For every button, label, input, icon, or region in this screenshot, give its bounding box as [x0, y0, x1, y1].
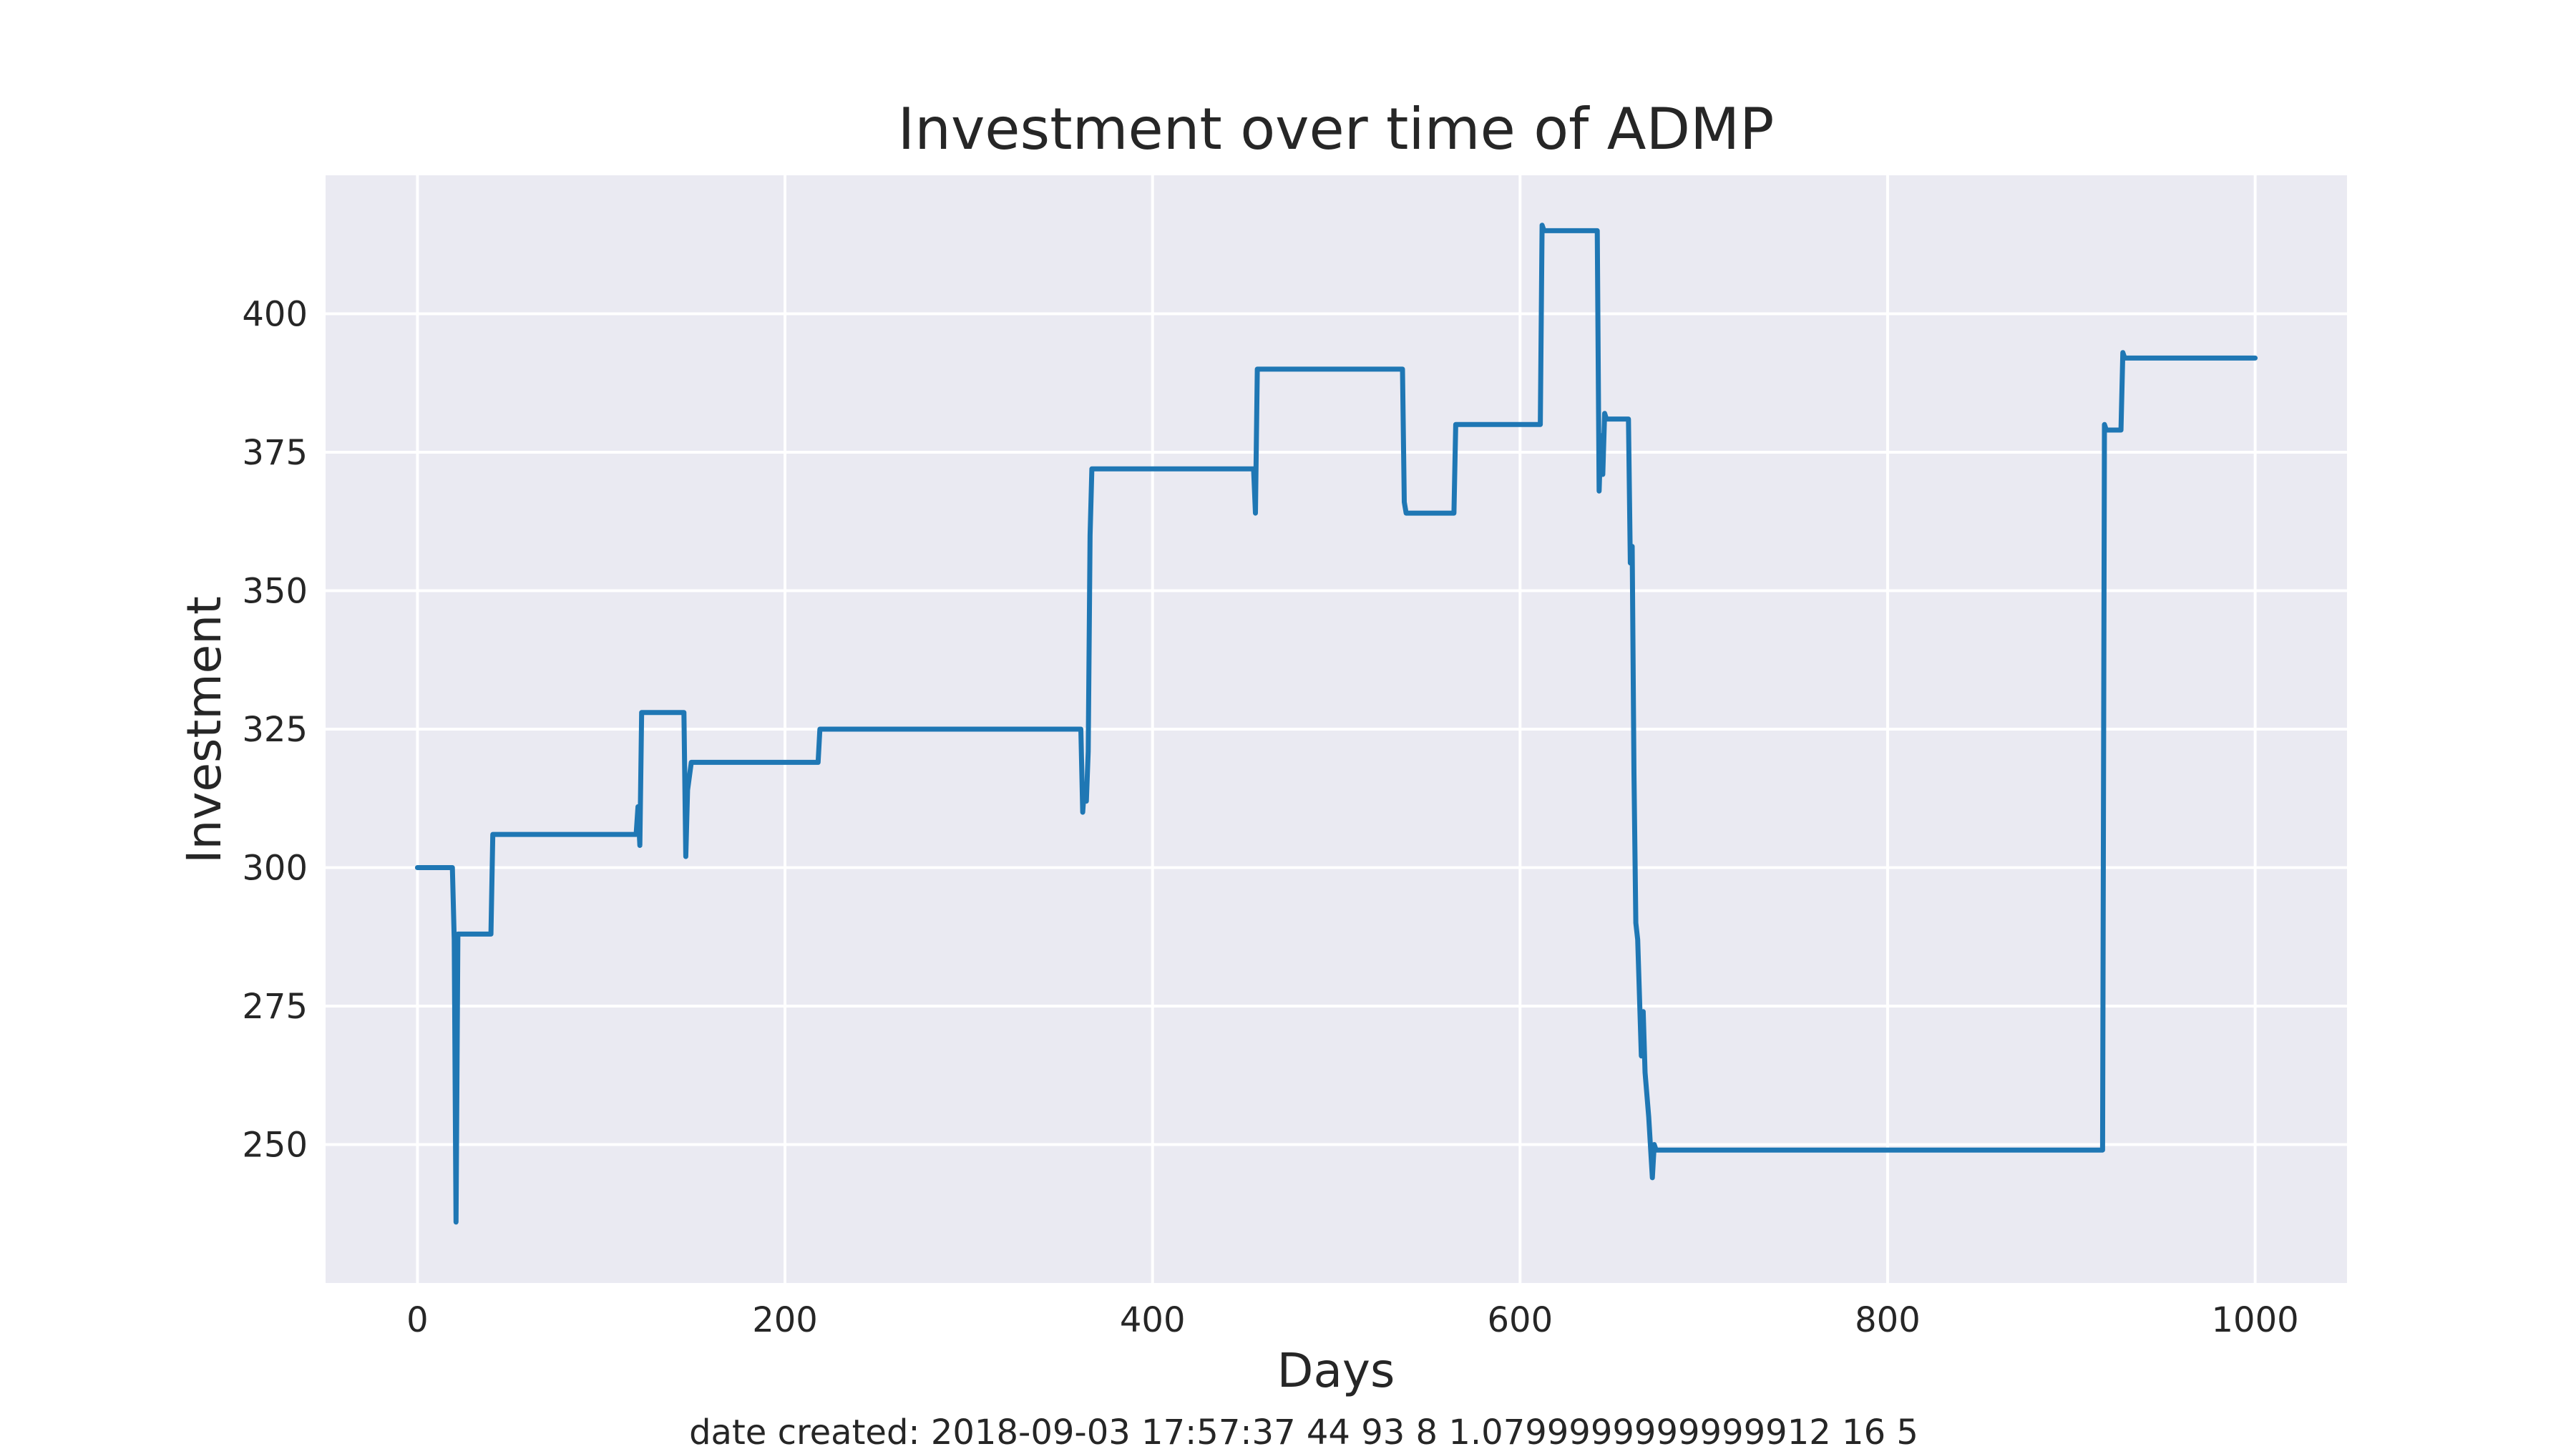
- x-tick-label: 400: [1120, 1300, 1186, 1340]
- y-axis-label: Investment: [177, 596, 232, 864]
- x-tick-label: 200: [752, 1300, 818, 1340]
- tick-labels: 0 200 400 600 800 1000 250 275 300 325 350 375 400: [242, 295, 2298, 1341]
- x-tick-label: 1000: [2212, 1300, 2299, 1340]
- chart-title: Investment over time of ADMP: [898, 96, 1775, 162]
- x-tick-label: 0: [406, 1300, 429, 1340]
- grid: [326, 175, 2347, 1283]
- x-axis-label: Days: [1277, 1343, 1395, 1398]
- y-tick-label: 250: [242, 1126, 308, 1166]
- y-tick-label: 325: [242, 710, 308, 750]
- y-tick-label: 375: [242, 433, 308, 473]
- y-tick-label: 275: [242, 987, 308, 1027]
- footer-text: date created: 2018-09-03 17:57:37 44 93 …: [689, 1413, 1918, 1449]
- series: [414, 223, 2258, 1225]
- x-tick-label: 800: [1855, 1300, 1921, 1340]
- y-tick-label: 350: [242, 572, 308, 612]
- y-tick-label: 400: [242, 295, 308, 335]
- y-tick-label: 300: [242, 849, 308, 889]
- x-tick-label: 600: [1488, 1300, 1553, 1340]
- investment-line: [414, 223, 2258, 1225]
